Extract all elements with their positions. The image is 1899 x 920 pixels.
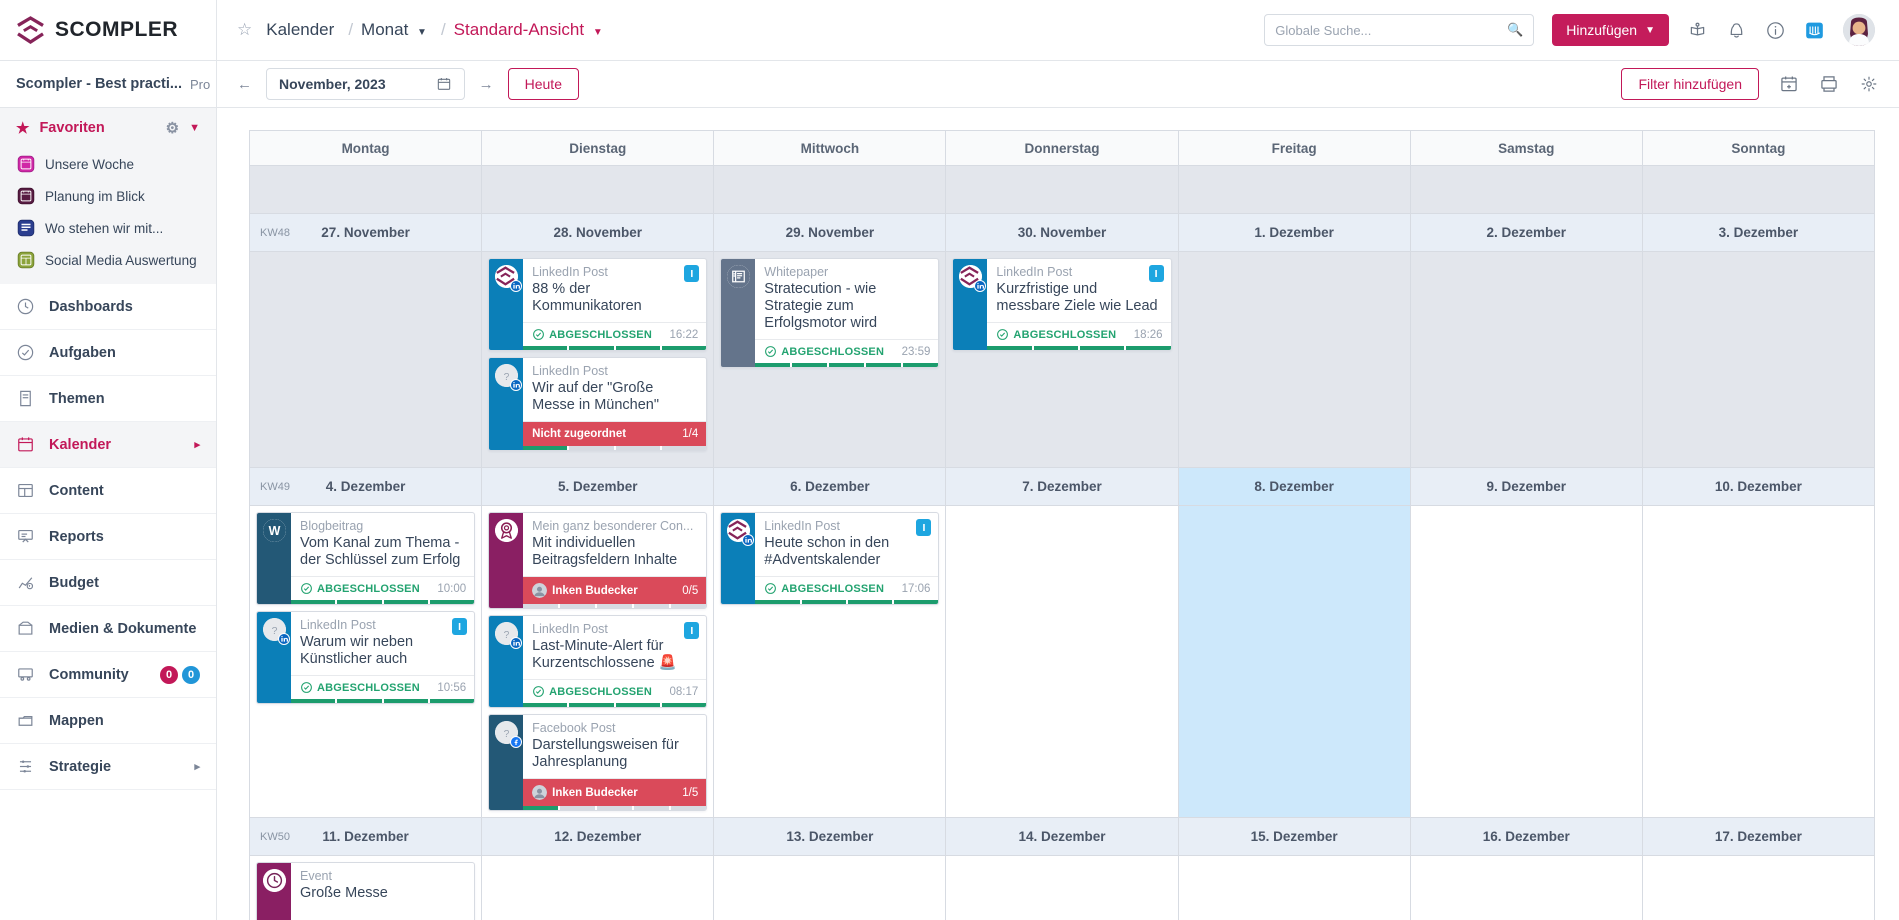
svg-text:W: W	[268, 524, 280, 538]
svg-text:?: ?	[503, 371, 509, 383]
svg-text:?: ?	[503, 629, 509, 641]
svg-text:?: ?	[271, 625, 277, 637]
svg-text:?: ?	[503, 728, 509, 740]
